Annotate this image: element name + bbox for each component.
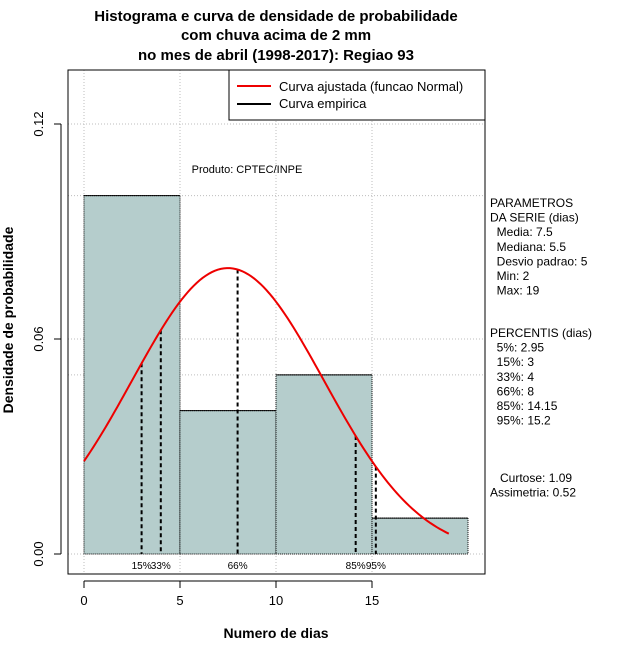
- percentile-stat-line: 15%: 3: [490, 355, 534, 369]
- parameter-line: Mediana: 5.5: [490, 240, 566, 254]
- x-axis: 0 5 10 15: [80, 580, 379, 608]
- parameter-line: Max: 19: [490, 284, 540, 298]
- percentile-label: 15%: [132, 561, 152, 572]
- chart-title-line-3: no mes de abril (1998-2017): Regiao 93: [138, 47, 414, 64]
- percentile-stat-line: 33%: 4: [490, 370, 534, 384]
- chart-title-line-2: com chuva acima de 2 mm: [181, 27, 371, 44]
- percentile-stat-line: 85%: 14.15: [490, 399, 558, 413]
- y-tick-label: 0.06: [31, 326, 46, 351]
- x-tick-label: 5: [176, 593, 183, 608]
- parameter-line: PARAMETROS: [490, 196, 573, 210]
- fitted-normal-curve: [83, 267, 450, 535]
- parameter-line: DA SERIE (dias): [490, 211, 579, 225]
- product-annotation: Produto: CPTEC/INPE: [192, 164, 303, 176]
- x-axis-label: Numero de dias: [223, 625, 328, 641]
- percentile-label: 95%: [366, 561, 386, 572]
- histogram-bar: [275, 374, 373, 555]
- parameter-line: Desvio padrao: 5: [490, 254, 588, 268]
- shape-stat-line: Assimetria: 0.52: [490, 486, 576, 500]
- y-axis-label: Densidade de probabilidade: [0, 226, 16, 413]
- percentile-stat-line: 5%: 2.95: [490, 341, 544, 355]
- percentile-stat-line: 66%: 8: [490, 384, 534, 398]
- percentile-stat-line: 95%: 15.2: [490, 414, 551, 428]
- percentile-lines: 15% 33% 66% 85% 95%: [132, 269, 386, 572]
- fitted-curve: [83, 267, 450, 535]
- histogram-bar: [83, 195, 181, 555]
- parameter-line: Media: 7.5: [490, 225, 553, 239]
- legend-fitted-label: Curva ajustada (funcao Normal): [279, 79, 463, 94]
- y-axis: 0.00 0.06 0.12: [31, 111, 62, 567]
- x-tick-label: 15: [365, 593, 379, 608]
- percentile-label: 66%: [228, 561, 248, 572]
- shape-stat-line: Curtose: 1.09: [490, 471, 572, 485]
- y-tick-label: 0.12: [31, 111, 46, 136]
- legend-box: [228, 69, 486, 121]
- y-tick-label: 0.00: [31, 541, 46, 566]
- parameter-line: Min: 2: [490, 269, 530, 283]
- x-tick-label: 10: [269, 593, 283, 608]
- percentile-label: 85%: [346, 561, 366, 572]
- chart-title-line-1: Histograma e curva de densidade de proba…: [94, 8, 457, 25]
- x-tick-label: 0: [80, 593, 87, 608]
- legend-empirical-label: Curva empirica: [279, 96, 367, 111]
- histogram-bar: [371, 517, 469, 555]
- legend: Curva ajustada (funcao Normal) Curva emp…: [228, 69, 486, 121]
- histogram-bar: [179, 410, 277, 555]
- percentile-label: 33%: [151, 561, 171, 572]
- percentile-stat-line: PERCENTIS (dias): [490, 326, 592, 340]
